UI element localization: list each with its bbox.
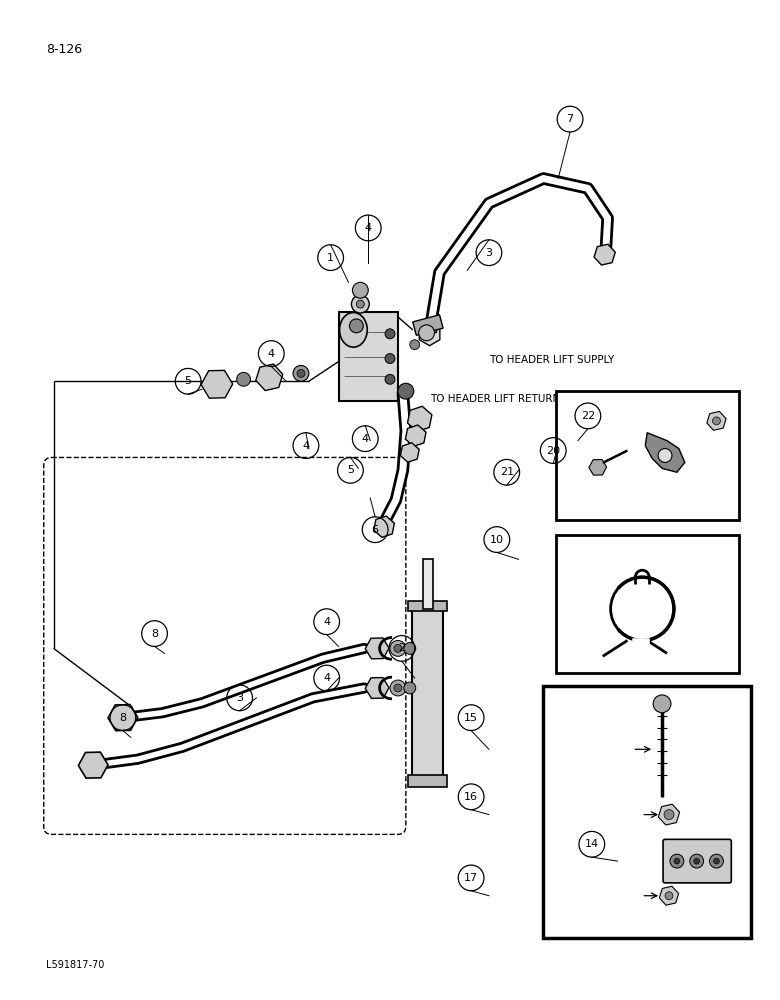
- Bar: [413, 315, 443, 335]
- Bar: [412, 609, 443, 777]
- Text: 4: 4: [268, 349, 275, 359]
- Text: 4: 4: [365, 223, 372, 233]
- Circle shape: [385, 329, 395, 339]
- Text: 8: 8: [151, 629, 158, 639]
- Circle shape: [674, 858, 680, 864]
- Circle shape: [398, 383, 413, 399]
- Circle shape: [353, 282, 368, 298]
- Text: 3: 3: [236, 693, 243, 703]
- Text: 8-126: 8-126: [46, 43, 82, 56]
- Bar: [556, 391, 739, 520]
- Text: 6: 6: [371, 525, 378, 535]
- Text: 10: 10: [490, 535, 504, 545]
- Circle shape: [714, 858, 719, 864]
- Circle shape: [390, 680, 406, 696]
- Bar: [415, 322, 437, 332]
- Circle shape: [356, 300, 364, 308]
- Text: 16: 16: [464, 792, 478, 802]
- Text: 22: 22: [581, 411, 595, 421]
- Circle shape: [665, 892, 673, 900]
- Text: 7: 7: [566, 114, 573, 124]
- Text: 20: 20: [546, 446, 560, 456]
- Circle shape: [670, 854, 684, 868]
- Text: 4: 4: [362, 434, 369, 444]
- Circle shape: [394, 684, 402, 692]
- Circle shape: [410, 340, 420, 350]
- Bar: [544, 686, 751, 938]
- Circle shape: [404, 642, 416, 654]
- Circle shape: [419, 325, 434, 341]
- Circle shape: [349, 319, 363, 333]
- Text: 5: 5: [185, 376, 192, 386]
- Circle shape: [293, 365, 309, 381]
- Text: 4: 4: [303, 441, 310, 451]
- Circle shape: [658, 449, 672, 462]
- Bar: [408, 601, 448, 611]
- Circle shape: [385, 374, 395, 384]
- Text: 15: 15: [464, 713, 478, 723]
- Circle shape: [712, 417, 721, 425]
- FancyBboxPatch shape: [663, 839, 732, 883]
- Polygon shape: [645, 433, 685, 472]
- Text: 4: 4: [323, 673, 330, 683]
- Text: 1: 1: [327, 253, 334, 263]
- Text: TO HEADER LIFT RETURN: TO HEADER LIFT RETURN: [430, 394, 560, 404]
- Circle shape: [653, 695, 671, 713]
- Circle shape: [385, 354, 395, 363]
- Text: 8: 8: [119, 713, 126, 723]
- Text: 3: 3: [485, 248, 492, 258]
- Circle shape: [390, 640, 406, 656]
- Circle shape: [690, 854, 704, 868]
- Bar: [339, 312, 398, 401]
- Text: 4: 4: [323, 617, 330, 627]
- Text: 2: 2: [399, 643, 406, 653]
- Bar: [556, 535, 739, 673]
- Bar: [408, 775, 448, 787]
- Bar: [423, 559, 433, 609]
- Circle shape: [394, 644, 402, 652]
- Ellipse shape: [339, 313, 367, 347]
- Text: 5: 5: [347, 465, 354, 475]
- Circle shape: [693, 858, 700, 864]
- Text: TO HEADER LIFT SUPPLY: TO HEADER LIFT SUPPLY: [489, 355, 614, 365]
- Circle shape: [404, 682, 416, 694]
- Text: 21: 21: [500, 467, 514, 477]
- Text: 17: 17: [464, 873, 478, 883]
- Circle shape: [664, 810, 674, 820]
- Circle shape: [352, 295, 369, 313]
- Circle shape: [710, 854, 723, 868]
- Text: L591817-70: L591817-70: [46, 960, 104, 970]
- Circle shape: [297, 369, 305, 377]
- Text: 14: 14: [585, 839, 599, 849]
- Circle shape: [236, 372, 250, 386]
